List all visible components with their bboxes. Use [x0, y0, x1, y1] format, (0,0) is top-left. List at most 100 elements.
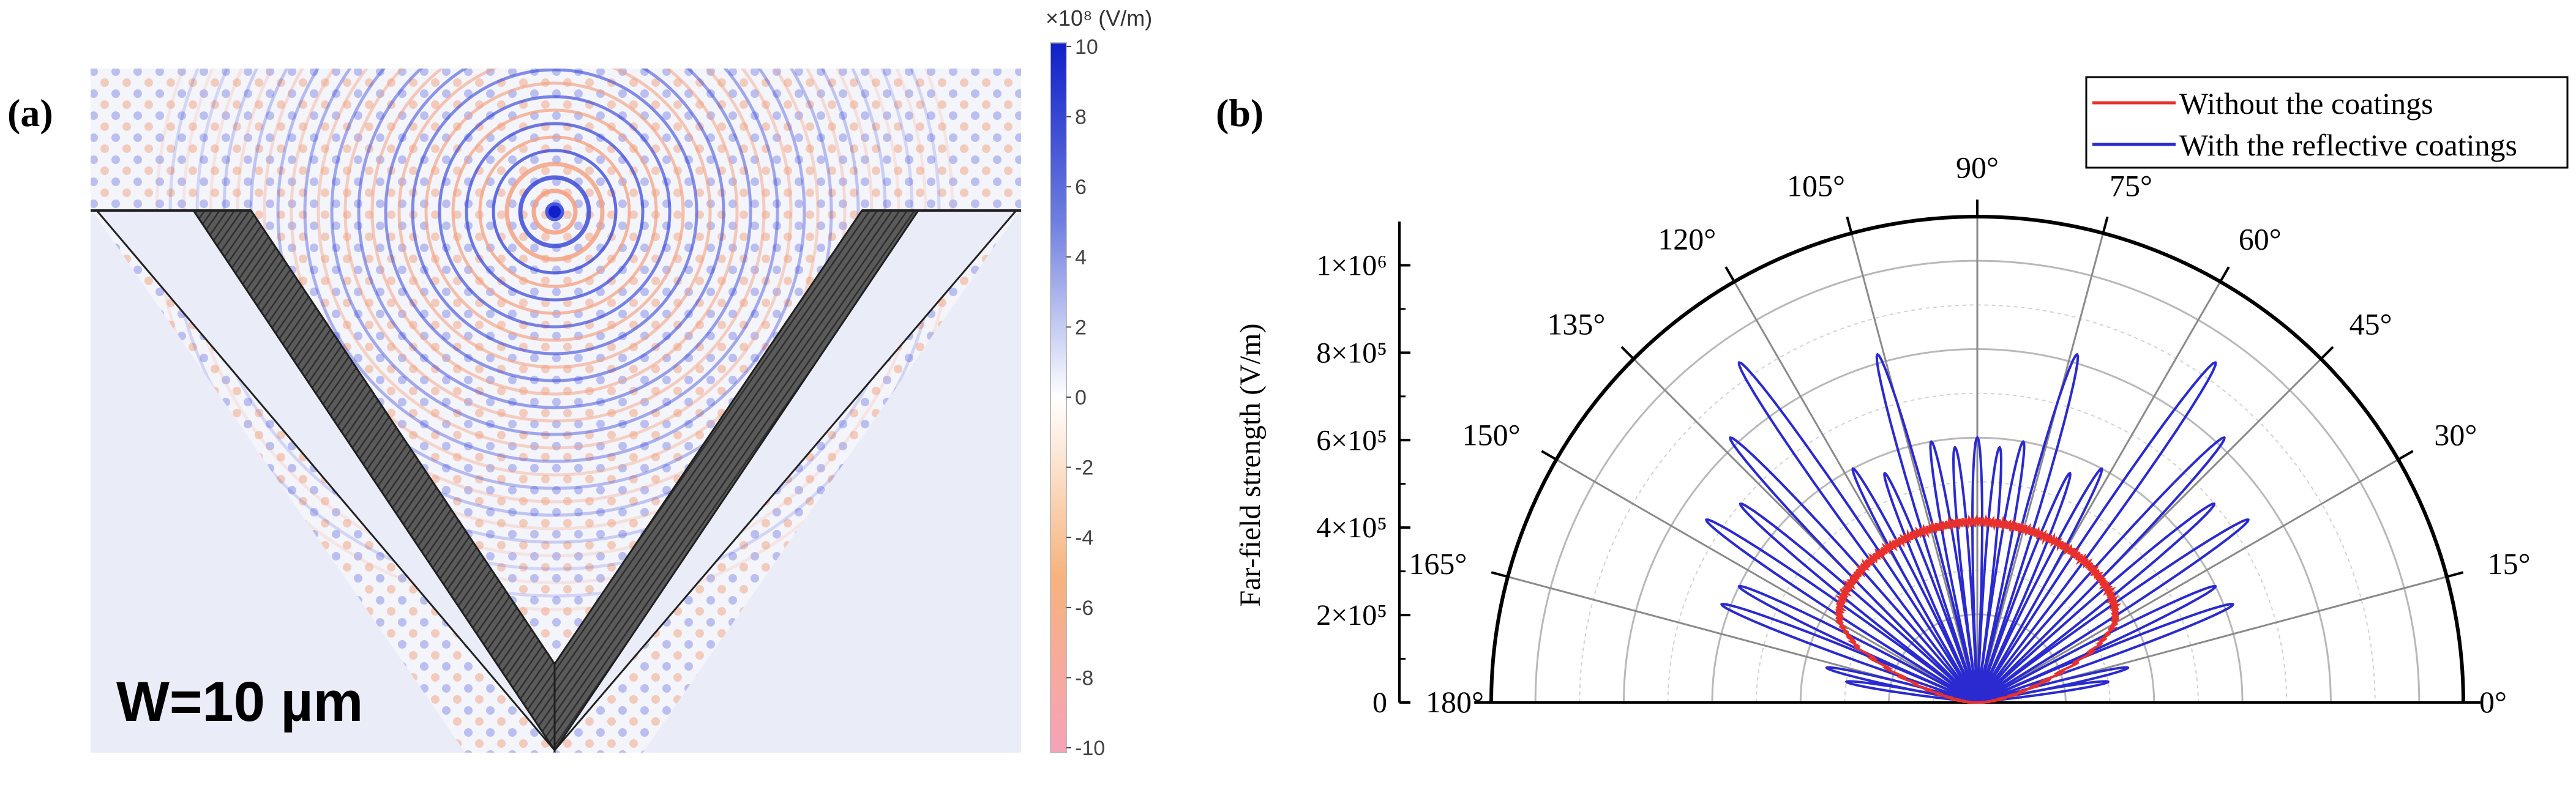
source-ring	[518, 175, 591, 248]
series-with-coatings-lobe	[1825, 666, 1979, 704]
series-with-coatings-lobe	[1971, 436, 1983, 704]
panel-b-label: (b)	[1216, 91, 1264, 135]
angle-tick-label: 30°	[2434, 417, 2477, 452]
polar-grid-spoke	[1851, 233, 1979, 703]
colorbar-tick-label: 8	[1075, 106, 1087, 129]
radial-tick-label: 8×10⁵	[1316, 337, 1387, 369]
series-with-coatings-lobe	[1976, 361, 2217, 704]
polar-labels: 0° 15° 30° 45° 60° 75° 90° 105° 120° 135° 150° 165°…	[1409, 151, 2530, 719]
angle-tick-label: 165°	[1409, 546, 1467, 581]
series-with-coatings-lobe	[1845, 680, 1979, 704]
polar-angle-tick	[1491, 571, 1508, 578]
series-with-coatings-lobe	[1737, 361, 1979, 704]
angle-tick-label: 150°	[1462, 417, 1521, 452]
series-with-coatings-lobe	[1976, 472, 2072, 704]
source-ring	[263, 69, 847, 504]
radial-tick-label: 4×10⁵	[1316, 512, 1387, 544]
source-ring	[424, 81, 685, 342]
source-ring	[370, 69, 739, 396]
series-with-coatings-lobe	[1976, 445, 2002, 704]
polar-grid-spoke	[1977, 458, 2399, 704]
source-point	[549, 206, 561, 218]
colorbar-tick-label: -10	[1075, 737, 1105, 760]
radial-axis-ticks: 0 2×10⁵ 4×10⁵ 6×10⁵ 8×10⁵ 1×10⁶	[1316, 249, 1410, 719]
series-with-coatings-lobe	[1952, 445, 1979, 704]
polar-angle-tick	[2102, 216, 2109, 234]
legend-label-without: Without the coatings	[2179, 86, 2433, 121]
colorbar-tick-label: 4	[1075, 246, 1087, 269]
colorbar-tick-label: 0	[1075, 386, 1087, 409]
source-ring	[411, 69, 698, 356]
polar-angle-tick	[2219, 266, 2230, 283]
angle-tick-label: 75°	[2110, 168, 2152, 203]
series-with-coatings-lobe	[1875, 353, 1979, 704]
series-with-coatings-lobe	[1720, 603, 1979, 704]
series-with-coatings-lobe	[1729, 436, 1979, 704]
angle-tick-label: 90°	[1956, 151, 1999, 185]
legend-box	[2085, 76, 2569, 169]
polar-angle-tick	[1541, 450, 1557, 461]
colorbar-title: ×10⁸ (V/m)	[1046, 6, 1152, 31]
source-ring	[357, 69, 752, 409]
left-substrate	[91, 208, 465, 753]
angle-tick-label: 105°	[1787, 168, 1845, 203]
source-ring	[397, 69, 712, 369]
polar-angle-tick	[1620, 346, 1634, 360]
source-ring	[545, 202, 564, 222]
series-layer	[1705, 353, 2250, 704]
angle-tick-label: 135°	[1547, 307, 1605, 341]
polar-grid	[1474, 199, 2481, 702]
series-with-coatings-lobe	[1976, 518, 2250, 704]
angle-tick-label: 180°	[1426, 685, 1484, 719]
source-ring	[330, 69, 779, 436]
angle-tick-label: 45°	[2349, 307, 2392, 341]
source-ring	[276, 69, 833, 490]
series-with-coatings-lobe	[1976, 603, 2234, 704]
polar-angle-tick	[2397, 450, 2414, 461]
polar-angle-tick	[1724, 266, 1735, 283]
source-ring	[531, 188, 578, 235]
series-with-coatings-lobe	[1976, 666, 2130, 704]
series-with-coatings-lobe	[1976, 353, 2080, 704]
source-ring	[384, 69, 725, 382]
polar-grid-spoke	[1556, 458, 1978, 704]
series-with-coatings-lobe	[1976, 584, 2217, 704]
width-label: W=10 µm	[116, 671, 363, 733]
source-ring	[343, 69, 766, 423]
source-ring	[465, 122, 645, 302]
series-with-coatings-lobe	[1976, 436, 2226, 704]
colorbar-tick-label: 10	[1075, 35, 1098, 59]
polar-outer-arc	[1489, 215, 2465, 703]
colorbar-tick-label: -4	[1075, 526, 1093, 550]
source-ring	[478, 135, 631, 288]
series-with-coatings-lobe	[1976, 502, 2216, 704]
angle-tick-label: 60°	[2239, 222, 2282, 256]
source-ring	[451, 108, 658, 315]
radial-tick-label: 2×10⁵	[1316, 599, 1387, 632]
polar-grid-spoke	[1976, 233, 2104, 703]
polar-angle-tick	[1846, 216, 1853, 234]
polar-angle-tick	[2446, 571, 2464, 578]
radial-tick-label: 1×10⁶	[1316, 249, 1387, 281]
angle-tick-label: 0°	[2479, 685, 2507, 719]
series-with-coatings-lobe	[1739, 502, 1979, 704]
y-axis-title: Far-field strength (V/m)	[1234, 324, 1267, 607]
series-with-coatings-lobe	[1737, 584, 1979, 704]
legend: Without the coatings With the reflective…	[2085, 76, 2569, 169]
right-substrate	[643, 208, 1021, 753]
colorbar-tick-label: 2	[1075, 316, 1087, 339]
source-ring	[504, 162, 605, 262]
source-ring	[290, 69, 820, 477]
colorbar-tick-label: 6	[1075, 176, 1087, 199]
colorbar	[1050, 42, 1067, 753]
colorbar-tick-label: -2	[1075, 456, 1093, 480]
panel-a-label: (a)	[7, 91, 53, 135]
series-with-coatings-lobe	[1883, 472, 1979, 704]
polar-angle-tick	[2320, 346, 2334, 360]
colorbar-tick-label: -8	[1075, 666, 1093, 690]
angle-tick-label: 15°	[2488, 546, 2531, 581]
field-simulation	[91, 69, 1021, 753]
source-ring	[492, 149, 618, 275]
source-ring	[316, 69, 793, 450]
